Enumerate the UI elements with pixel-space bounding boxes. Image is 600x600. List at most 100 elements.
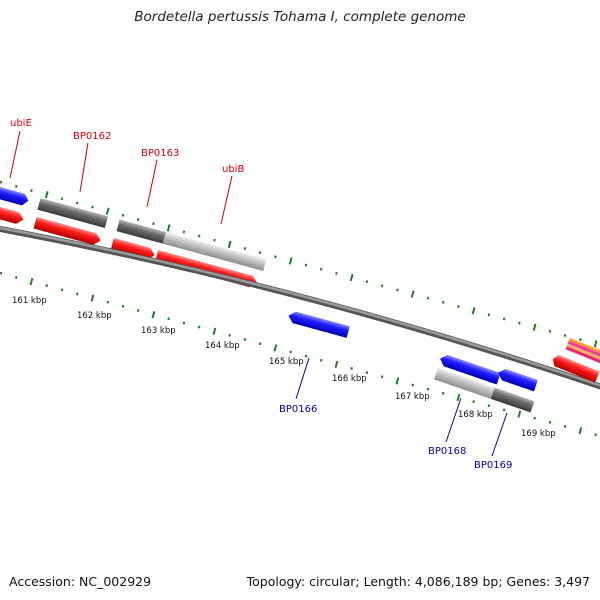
minor-tick [487,313,491,317]
major-tick [105,207,110,215]
minor-tick [182,230,186,234]
tick-label: 169 kbp [521,429,556,439]
minor-tick [289,350,292,354]
gene-ubiE[interactable] [0,184,30,206]
gene-ubiB[interactable] [162,232,267,271]
label-ubiE[interactable]: ubiE [9,118,32,179]
label-BP0163[interactable]: BP0163 [141,148,179,208]
label-BP0169[interactable]: BP0169 [474,412,512,471]
minor-tick [304,263,308,267]
tick-label: 161 kbp [12,296,47,306]
minor-tick [60,288,64,292]
minor-tick [441,300,445,304]
gene-label-text: BP0166 [279,404,317,415]
minor-tick [243,247,247,250]
major-tick [288,257,293,265]
minor-tick [319,358,323,362]
label-BP0168[interactable]: BP0168 [428,397,466,457]
major-tick [29,277,34,286]
minor-tick [380,284,384,288]
major-tick [517,410,522,418]
label-BP0166[interactable]: BP0166 [279,357,317,415]
gene-BP0168[interactable] [434,368,495,399]
minor-tick [579,338,582,342]
minor-tick [213,238,216,242]
minor-tick [441,391,445,395]
minor-tick [426,296,430,300]
minor-tick [563,425,567,428]
gene-BP0166[interactable] [287,310,350,338]
tick-label: 164 kbp [205,341,240,351]
reverse-genes [287,310,538,413]
minor-tick [365,280,369,284]
minor-tick [228,333,231,337]
minor-tick [167,317,170,321]
outer-tick-ring [0,180,598,348]
gene-label-text: BP0163 [141,148,179,159]
gene-BP0167-b[interactable] [496,367,538,392]
tick-label: 162 kbp [77,311,112,321]
minor-tick [594,433,597,437]
minor-tick [197,325,201,329]
minor-tick [548,420,552,424]
minor-tick [411,383,414,387]
major-tick [334,360,339,369]
minor-tick [0,180,3,184]
major-tick [456,393,461,402]
edge-gene-cluster [552,338,600,383]
major-tick [273,344,278,352]
minor-tick [319,267,323,271]
label-BP0162[interactable]: BP0162 [73,131,111,193]
minor-tick [0,271,3,275]
minor-tick [563,334,567,337]
minor-tick [396,288,399,292]
minor-tick [106,300,110,304]
gene-label-text: ubiB [222,164,244,175]
minor-tick [533,416,536,420]
cds-red-2[interactable] [33,216,103,246]
gene-BP0167-a[interactable] [438,353,501,385]
genome-backbone [0,225,600,390]
tick-label: 168 kbp [458,410,493,420]
cds-red-3[interactable] [110,237,157,261]
tick-label: 163 kbp [141,326,176,336]
major-tick [471,307,476,315]
minor-tick [197,234,201,238]
tick-label: 166 kbp [332,374,367,384]
minor-tick [121,213,125,217]
gene-BP0163[interactable] [116,219,166,244]
minor-tick [30,189,33,192]
minor-tick [457,305,460,308]
major-tick [151,311,156,319]
gene-BP0169[interactable] [490,387,535,413]
major-tick [395,377,400,385]
tick-label: 167 kbp [395,392,430,402]
accession-text: Accession: NC_002929 [9,574,152,589]
minor-tick [75,201,79,205]
minor-tick [472,400,475,404]
minor-tick [258,342,262,346]
major-tick [227,240,232,249]
tick-labels: 161 kbp 162 kbp 163 kbp 164 kbp 165 kbp 166 k… [12,296,556,439]
minor-tick [14,184,18,188]
minor-tick [518,321,521,325]
minor-tick [380,375,384,379]
minor-tick [14,275,18,279]
gene-label-text: BP0169 [474,460,512,471]
minor-tick [45,284,49,288]
major-tick [44,191,49,199]
major-tick [578,427,583,435]
minor-tick [152,222,155,226]
gene-BP0162[interactable] [37,198,109,228]
genome-stats-text: Topology: circular; Length: 4,086,189 bp… [246,574,590,589]
minor-tick [136,218,140,221]
cds-red-1[interactable] [0,204,25,225]
inner-tick-ring [0,271,597,437]
minor-tick [350,367,353,370]
map-title: Bordetella pertussis Tohama I, complete … [134,9,466,25]
minor-tick [136,309,140,312]
label-ubiB[interactable]: ubiB [220,164,244,225]
gene-label-text: ubiE [10,118,32,129]
gene-label-text: BP0168 [428,446,466,457]
